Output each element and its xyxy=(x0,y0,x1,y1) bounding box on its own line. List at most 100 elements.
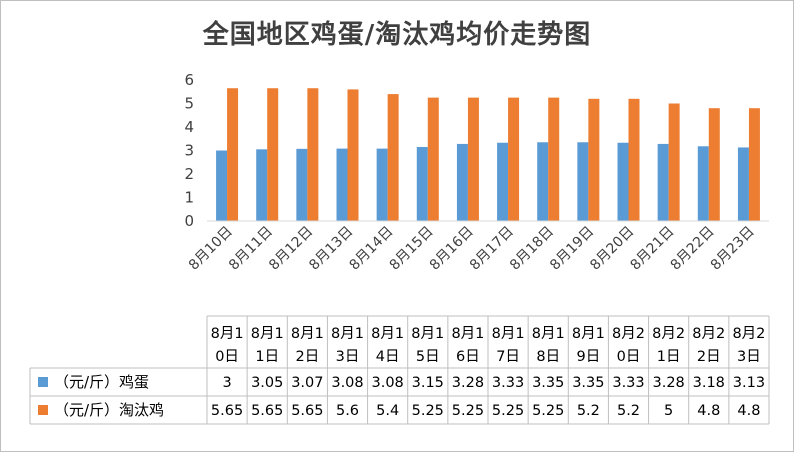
table-header-cell: 5日 xyxy=(416,349,440,365)
table-header-cell: 0日 xyxy=(617,349,641,365)
bar-egg-12 xyxy=(657,143,669,221)
table-value-cell: 5.2 xyxy=(617,403,640,419)
table-header-cell: 8月1 xyxy=(291,326,324,342)
table-value-cell: 3.35 xyxy=(532,375,564,391)
bar-egg-14 xyxy=(737,147,749,221)
table-header-cell: 8月1 xyxy=(411,326,444,342)
bar-hen-10 xyxy=(588,98,600,221)
table-header-cell: 8月1 xyxy=(572,326,605,342)
table-header-cell: 8月1 xyxy=(251,326,284,342)
bar-egg-2 xyxy=(256,149,268,221)
table-value-cell: 3.33 xyxy=(612,375,644,391)
table-value-cell: 3.07 xyxy=(291,375,323,391)
bar-hen-14 xyxy=(748,108,760,221)
bar-egg-1 xyxy=(216,150,228,221)
table-header-cell: 8月2 xyxy=(652,326,685,342)
x-tick-label: 8月11日 xyxy=(226,224,276,274)
x-tick-label: 8月20日 xyxy=(587,224,637,274)
y-tick-label: 4 xyxy=(184,118,194,136)
table-value-cell: 3.15 xyxy=(412,375,444,391)
bar-hen-13 xyxy=(708,108,720,221)
table-value-cell: 5 xyxy=(664,403,673,419)
table-value-cell: 3.13 xyxy=(733,375,765,391)
table-header-cell: 8月2 xyxy=(692,326,725,342)
table-value-cell: 3.35 xyxy=(572,375,604,391)
table-header-cell: 0日 xyxy=(215,349,239,365)
bar-hen-5 xyxy=(387,94,399,221)
x-tick-label: 8月19日 xyxy=(547,224,597,274)
x-tick-label: 8月17日 xyxy=(467,224,517,274)
table-value-cell: 3.18 xyxy=(693,375,725,391)
bar-hen-8 xyxy=(508,97,520,221)
table-header-cell: 8月1 xyxy=(211,326,244,342)
bar-egg-6 xyxy=(416,146,428,221)
table-header-cell: 6日 xyxy=(456,349,480,365)
table-value-cell: 3.33 xyxy=(492,375,524,391)
bar-egg-5 xyxy=(376,148,388,221)
table-header-cell: 2日 xyxy=(295,349,319,365)
table-header-cell: 1日 xyxy=(255,349,279,365)
y-tick-label: 3 xyxy=(184,142,194,160)
y-tick-label: 5 xyxy=(184,95,194,113)
table-header-cell: 7日 xyxy=(496,349,520,365)
x-tick-label: 8月18日 xyxy=(507,224,557,274)
bar-hen-7 xyxy=(467,97,479,221)
chart-title: 全国地区鸡蛋/淘汰鸡均价走势图 xyxy=(202,20,592,50)
bar-hen-3 xyxy=(307,88,319,221)
legend-key-hen xyxy=(38,405,48,415)
y-tick-label: 2 xyxy=(184,165,194,183)
x-tick-label: 8月21日 xyxy=(627,224,677,274)
bar-hen-9 xyxy=(548,97,560,221)
table-value-cell: 5.25 xyxy=(492,403,524,419)
bar-egg-11 xyxy=(617,142,629,221)
x-tick-label: 8月13日 xyxy=(306,224,356,274)
bar-hen-11 xyxy=(628,98,640,221)
table-value-cell: 5.6 xyxy=(336,403,359,419)
table-header-cell: 8月1 xyxy=(451,326,484,342)
table-header-cell: 8月1 xyxy=(532,326,565,342)
table-value-cell: 5.65 xyxy=(211,403,243,419)
table-value-cell: 5.2 xyxy=(577,403,600,419)
bar-hen-2 xyxy=(267,88,279,221)
table-value-cell: 3 xyxy=(222,375,231,391)
table-header-cell: 8月1 xyxy=(331,326,364,342)
table-header-cell: 9日 xyxy=(576,349,600,365)
legend-key-egg xyxy=(38,377,48,387)
table-header-cell: 8月2 xyxy=(612,326,645,342)
table-value-cell: 5.65 xyxy=(251,403,283,419)
bar-egg-4 xyxy=(336,148,348,221)
table-value-cell: 3.08 xyxy=(371,375,403,391)
table-value-cell: 3.28 xyxy=(652,375,684,391)
bar-egg-7 xyxy=(456,143,468,221)
bar-hen-6 xyxy=(427,97,439,221)
table-value-cell: 3.28 xyxy=(452,375,484,391)
bar-egg-10 xyxy=(577,142,589,221)
legend-label-hen: （元/斤）淘汰鸡 xyxy=(54,401,164,419)
table-value-cell: 4.8 xyxy=(697,403,720,419)
table-value-cell: 5.25 xyxy=(532,403,564,419)
table-value-cell: 5.65 xyxy=(291,403,323,419)
table-value-cell: 4.8 xyxy=(737,403,760,419)
bar-egg-3 xyxy=(296,148,308,221)
table-header-cell: 3日 xyxy=(737,349,761,365)
table-value-cell: 5.25 xyxy=(412,403,444,419)
table-header-cell: 1日 xyxy=(657,349,681,365)
table-header-cell: 8月1 xyxy=(371,326,404,342)
bar-hen-12 xyxy=(668,103,680,221)
x-tick-label: 8月22日 xyxy=(668,224,718,274)
x-tick-label: 8月14日 xyxy=(346,224,396,274)
table-header-cell: 3日 xyxy=(336,349,360,365)
table-header-cell: 2日 xyxy=(697,349,721,365)
y-tick-label: 6 xyxy=(184,71,194,89)
x-tick-label: 8月15日 xyxy=(387,224,437,274)
table-value-cell: 3.05 xyxy=(251,375,283,391)
table-value-cell: 5.4 xyxy=(376,403,399,419)
table-value-cell: 3.08 xyxy=(331,375,363,391)
y-tick-label: 1 xyxy=(184,189,194,207)
bar-egg-9 xyxy=(537,142,549,221)
y-tick-label: 0 xyxy=(184,212,194,230)
table-header-cell: 8月2 xyxy=(732,326,765,342)
x-tick-label: 8月10日 xyxy=(186,224,236,274)
